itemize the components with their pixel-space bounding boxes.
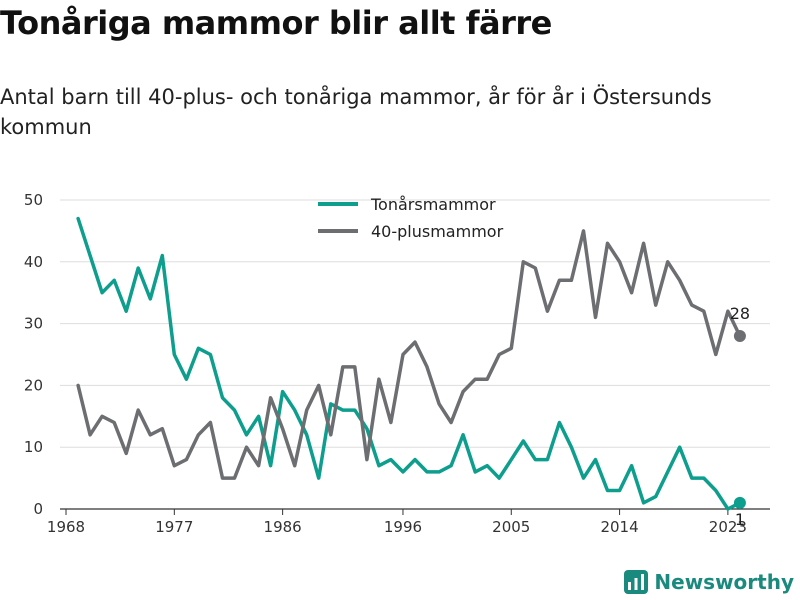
axes: 0 10 20 30 40 50 1968 1977 1986 1996 2005 2014 2023 <box>24 191 747 536</box>
series-lines: 1 28 <box>76 216 750 529</box>
x-tick-label: 2023 <box>709 518 747 536</box>
brand-name: Newsworthy <box>654 570 794 594</box>
legend-label: 40-plusmammor <box>371 222 504 241</box>
x-tick-label: 1977 <box>155 518 193 536</box>
x-tick-label: 2014 <box>600 518 638 536</box>
newsworthy-logo-icon <box>624 570 649 594</box>
x-tick-label: 2005 <box>492 518 530 536</box>
series-end-label: 1 <box>735 510 745 529</box>
series-line-tonårsmammor <box>76 216 742 511</box>
legend-label: Tonårsmammor <box>370 195 496 214</box>
y-tick-label: 0 <box>33 500 43 518</box>
brand-logo: Newsworthy <box>624 570 794 594</box>
series-end-point <box>733 329 746 342</box>
y-tick-label: 10 <box>24 438 43 456</box>
x-tick-label: 1996 <box>384 518 422 536</box>
chart-subtitle: Antal barn till 40-plus- och tonåriga ma… <box>0 85 712 139</box>
legend: Tonårsmammor 40-plusmammor <box>318 195 504 241</box>
y-tick-label: 40 <box>24 253 43 271</box>
x-tick-label: 1986 <box>264 518 302 536</box>
series-line-40-plusmammor <box>76 229 742 480</box>
y-tick-label: 20 <box>24 376 43 394</box>
chart-title: Tonåriga mammor blir allt färre <box>0 4 552 42</box>
x-tick-label: 1968 <box>47 518 85 536</box>
y-tick-label: 50 <box>24 191 43 209</box>
y-tick-label: 30 <box>24 315 43 333</box>
grid-lines <box>60 199 770 510</box>
series-end-point <box>733 496 746 509</box>
series-end-label: 28 <box>730 304 750 323</box>
